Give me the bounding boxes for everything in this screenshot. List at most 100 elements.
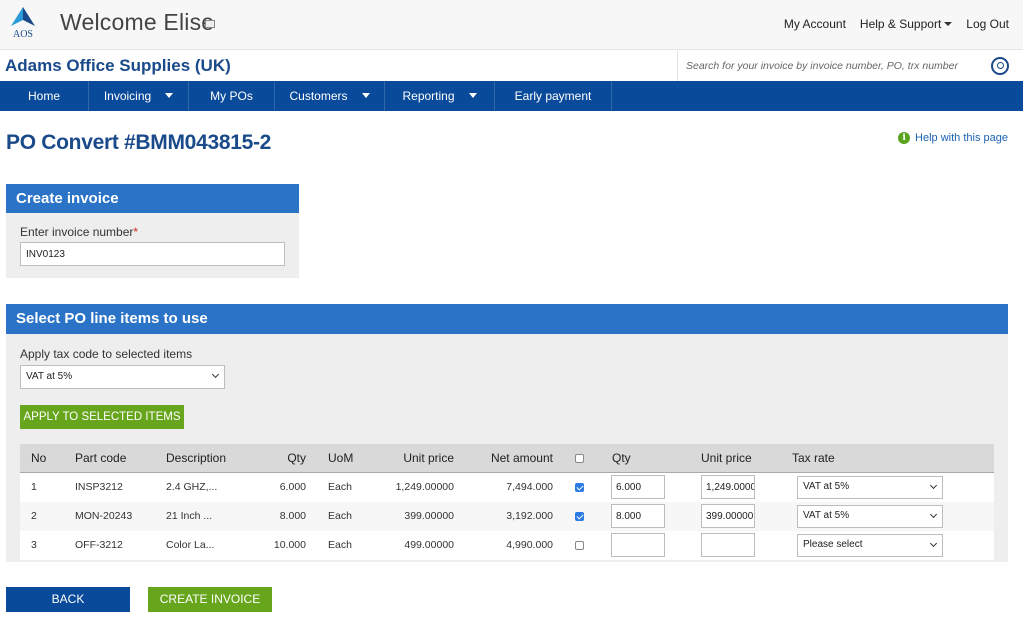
caret-down-icon xyxy=(944,22,953,26)
nav-reporting-label: Reporting xyxy=(402,89,455,103)
aos-logo[interactable]: AOS xyxy=(8,6,38,40)
nav-home-label: Home xyxy=(27,89,60,103)
tax-code-select[interactable]: VAT at 5% xyxy=(20,365,225,389)
col-uom: UoM xyxy=(328,451,354,465)
create-invoice-button[interactable]: CREATE INVOICE xyxy=(148,587,272,612)
nav-invoicing[interactable]: Invoicing xyxy=(89,81,189,111)
nav-early-payment[interactable]: Early payment xyxy=(495,81,612,111)
row-qty: 6.000 xyxy=(279,481,306,493)
nav-customers[interactable]: Customers xyxy=(275,81,385,111)
row-tax-rate-select[interactable]: VAT at 5% xyxy=(797,476,943,499)
apply-to-selected-button[interactable]: APPLY TO SELECTED ITEMS xyxy=(20,405,184,429)
nav-reporting[interactable]: Reporting xyxy=(385,81,495,111)
help-support-menu[interactable]: Help & Support xyxy=(859,17,953,31)
row-unit-price-input[interactable] xyxy=(701,504,755,528)
page-title: PO Convert #BMM043815-2 xyxy=(6,131,272,154)
col-no: No xyxy=(31,451,47,465)
nav-home[interactable]: Home xyxy=(0,81,89,111)
caret-down-icon xyxy=(468,93,477,98)
row-description: 21 Inch ... xyxy=(166,510,213,522)
search-input[interactable] xyxy=(686,56,986,76)
invoice-number-label-text: Enter invoice number xyxy=(20,225,134,239)
invoice-number-input[interactable] xyxy=(20,242,285,266)
row-tax-rate-value: VAT at 5% xyxy=(803,510,850,521)
row-part-code: INSP3212 xyxy=(75,481,123,493)
invoice-number-label: Enter invoice number* xyxy=(20,225,138,239)
row-no: 2 xyxy=(31,510,37,522)
tax-code-select-value: VAT at 5% xyxy=(26,371,73,382)
search-icon[interactable] xyxy=(991,57,1009,75)
col-tax-rate: Tax rate xyxy=(792,451,835,465)
col-description: Description xyxy=(166,451,227,465)
po-lines-heading: Select PO line items to use xyxy=(6,304,1008,334)
col-part-code: Part code xyxy=(75,451,127,465)
create-invoice-panel: Create invoice Enter invoice number* xyxy=(6,184,299,278)
row-tax-rate-value: VAT at 5% xyxy=(803,481,850,492)
row-tax-rate-select[interactable]: VAT at 5% xyxy=(797,505,943,528)
row-uom: Each xyxy=(328,481,352,493)
table-row: 1 INSP3212 2.4 GHZ,... 6.000 Each 1,249.… xyxy=(20,473,994,502)
row-qty-input[interactable] xyxy=(611,504,665,528)
company-name: Adams Office Supplies (UK) xyxy=(5,56,231,75)
row-net-amount: 4,990.000 xyxy=(506,539,553,551)
col-unit-price-edit: Unit price xyxy=(701,451,752,465)
create-invoice-heading: Create invoice xyxy=(6,184,299,213)
row-uom: Each xyxy=(328,510,352,522)
chevron-down-icon xyxy=(929,539,938,548)
nav-early-payment-label: Early payment xyxy=(514,89,592,103)
col-unit-price: Unit price xyxy=(403,451,454,465)
row-description: Color La... xyxy=(166,539,215,551)
row-qty: 10.000 xyxy=(273,539,306,551)
chevron-down-icon xyxy=(929,481,938,490)
top-bar: AOS Welcome Elise My Account Help & Supp… xyxy=(0,0,1023,50)
brand-bar: Adams Office Supplies (UK) xyxy=(0,51,1023,81)
table-row: 3 OFF-3212 Color La... 10.000 Each 499.0… xyxy=(20,531,994,560)
row-part-code: OFF-3212 xyxy=(75,539,123,551)
row-unit-price: 1,249.00000 xyxy=(395,481,454,493)
select-all-checkbox[interactable] xyxy=(575,454,584,463)
caret-down-icon xyxy=(165,93,174,98)
logo-mark-icon xyxy=(11,7,35,26)
help-link-label: Help with this page xyxy=(915,132,1008,144)
chevron-down-icon xyxy=(929,510,938,519)
my-account-link[interactable]: My Account xyxy=(783,17,846,31)
envelope-icon[interactable] xyxy=(205,20,215,28)
back-button[interactable]: BACK xyxy=(6,587,130,612)
row-unit-price: 399.00000 xyxy=(404,510,454,522)
logout-link[interactable]: Log Out xyxy=(966,17,1009,31)
row-unit-price-input[interactable] xyxy=(701,533,755,557)
row-qty: 8.000 xyxy=(279,510,306,522)
required-marker: * xyxy=(133,225,139,239)
chevron-down-icon xyxy=(211,370,220,379)
row-description: 2.4 GHZ,... xyxy=(166,481,218,493)
row-tax-rate-select[interactable]: Please select xyxy=(797,534,943,557)
row-select-checkbox[interactable] xyxy=(575,512,584,521)
table-header: No Part code Description Qty UoM Unit pr… xyxy=(20,444,994,473)
caret-down-icon xyxy=(361,93,370,98)
nav-customers-label: Customers xyxy=(289,89,348,103)
nav-my-pos[interactable]: My POs xyxy=(189,81,275,111)
row-net-amount: 7,494.000 xyxy=(506,481,553,493)
table-row: 2 MON-20243 21 Inch ... 8.000 Each 399.0… xyxy=(20,502,994,531)
row-part-code: MON-20243 xyxy=(75,510,133,522)
row-unit-price: 499.00000 xyxy=(404,539,454,551)
search-box xyxy=(677,51,1023,81)
row-tax-rate-value: Please select xyxy=(803,539,863,550)
nav-invoicing-label: Invoicing xyxy=(103,89,152,103)
row-no: 1 xyxy=(31,481,37,493)
row-qty-input[interactable] xyxy=(611,475,665,499)
row-no: 3 xyxy=(31,539,37,551)
row-select-checkbox[interactable] xyxy=(575,483,584,492)
col-net-amount: Net amount xyxy=(490,451,553,465)
main-nav: Home Invoicing My POs Customers Reportin… xyxy=(0,81,1023,111)
row-unit-price-input[interactable] xyxy=(701,475,755,499)
help-support-label: Help & Support xyxy=(859,17,942,31)
info-icon: i xyxy=(898,132,911,144)
row-select-checkbox[interactable] xyxy=(575,541,584,550)
logo-text: AOS xyxy=(12,29,33,40)
col-qty-edit: Qty xyxy=(612,451,631,465)
help-link[interactable]: i Help with this page xyxy=(898,132,1008,144)
row-qty-input[interactable] xyxy=(611,533,665,557)
welcome-heading: Welcome Elise xyxy=(60,9,215,35)
tax-code-label: Apply tax code to selected items xyxy=(20,347,193,361)
